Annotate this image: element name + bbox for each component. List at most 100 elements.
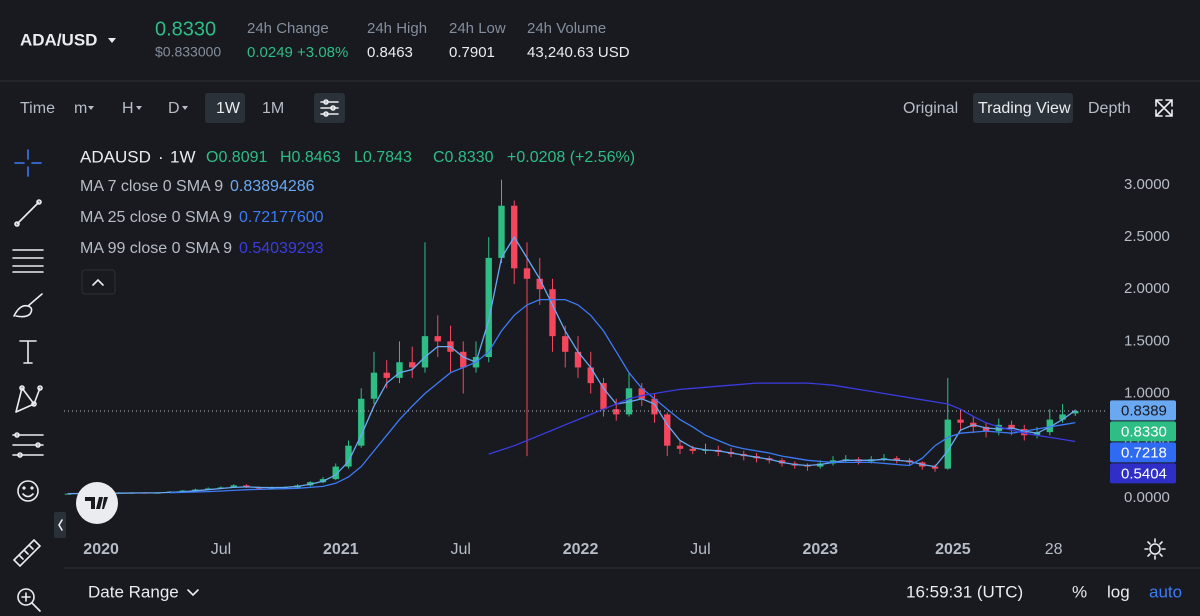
candle-body [549, 289, 556, 337]
candle-body [982, 426, 990, 432]
view-tab[interactable]: Trading View [978, 100, 1071, 117]
stat-value: 0.7901 [449, 44, 495, 61]
x-tick-label: 2021 [323, 541, 359, 558]
candle-body [396, 362, 403, 378]
candle-body [651, 398, 658, 415]
y-tick-label: 3.0000 [1124, 176, 1170, 193]
candle-body [345, 445, 352, 467]
interval-caret [182, 106, 188, 110]
drawing-tools[interactable] [12, 149, 44, 612]
candle-body [64, 493, 72, 495]
candle-body [1059, 414, 1066, 420]
candle-body [409, 362, 416, 368]
x-tick-label: Jul [450, 541, 470, 558]
candle-body [574, 351, 582, 368]
candle-body [358, 398, 365, 446]
candle-body [944, 419, 951, 469]
collapse-tools[interactable] [54, 512, 66, 538]
stat-label: 24h Volume [527, 20, 606, 37]
y-tick-label: 1.5000 [1124, 332, 1170, 349]
scale-option[interactable]: log [1107, 582, 1130, 601]
interval-caret [88, 106, 94, 110]
ohlc-value: C0.8330 [433, 149, 494, 166]
price-tag [1110, 463, 1176, 484]
interval[interactable]: Time [20, 100, 55, 117]
x-tick-label: 28 [1045, 541, 1063, 558]
candle-body [332, 466, 339, 480]
interval[interactable]: m [74, 100, 87, 117]
stat-label: 24h Change [247, 20, 329, 37]
candle-body [689, 448, 696, 451]
view-active [973, 93, 1073, 123]
stat-value: 43,240.63 USD [527, 44, 630, 61]
x-tick-label: 2022 [563, 541, 599, 558]
price-tag-label: 0.8330 [1121, 423, 1167, 440]
symbol: ADAUSD [80, 147, 151, 166]
candle-body [995, 424, 1002, 432]
candle-body [1072, 410, 1079, 414]
interval[interactable]: 1W [216, 100, 241, 117]
settings-icon [320, 99, 339, 117]
pair[interactable]: ADA/USD [20, 30, 97, 49]
x-tick-label: Jul [211, 541, 231, 558]
collapse-arrow [58, 519, 63, 531]
candle-body [230, 485, 237, 488]
candle-body [638, 388, 645, 399]
candle-body [192, 489, 199, 491]
expand-icon[interactable] [1155, 99, 1173, 117]
interval[interactable]: H [122, 100, 134, 117]
legend-toggle-arrow [92, 278, 104, 286]
x-tick-label: 2020 [83, 541, 119, 558]
date-range[interactable]: Date Range [88, 582, 179, 601]
axis-settings[interactable] [1144, 538, 1166, 560]
candle-body [893, 458, 900, 461]
interval[interactable]: 1M [262, 100, 284, 117]
y-tick-label: 0.0000 [1124, 489, 1170, 506]
price-tag-label: 0.7218 [1121, 444, 1167, 461]
candle-body [205, 488, 212, 490]
ohlc-value: L0.7843 [354, 149, 412, 166]
price-tag-label: 0.5404 [1121, 465, 1167, 482]
interval-caret [136, 106, 142, 110]
ma-name: MA 99 close 0 SMA 9 [80, 240, 232, 257]
candle-body [1008, 424, 1015, 430]
interval[interactable]: D [168, 100, 180, 117]
price-tag-label: 0.8389 [1121, 402, 1167, 419]
candle-body [421, 336, 429, 368]
interval-active [205, 93, 245, 123]
candle-body [613, 409, 620, 415]
view-tab[interactable]: Depth [1088, 100, 1131, 117]
view-tab[interactable]: Original [903, 100, 958, 117]
candle-body [931, 466, 939, 469]
candle-body [587, 367, 594, 384]
ma-value: 0.72177600 [239, 209, 324, 226]
scale-option[interactable]: auto [1149, 582, 1182, 601]
candle-body [676, 445, 684, 449]
y-tick-label: 2.5000 [1124, 228, 1170, 245]
stat-label: 24h High [367, 20, 427, 37]
candle-body [1046, 419, 1053, 433]
stat-value: 0.8463 [367, 44, 413, 61]
ma-name: MA 7 close 0 SMA 9 [80, 178, 223, 195]
date-range-caret [187, 589, 199, 597]
scale-option[interactable]: % [1072, 582, 1087, 601]
ohlc-value: +0.0208 (+2.56%) [507, 149, 635, 166]
stat-label: 24h Low [449, 20, 506, 37]
interval: 1W [170, 147, 196, 166]
ohlc-value: O0.8091 [206, 149, 267, 166]
x-tick-label: 2025 [935, 541, 971, 558]
ma-line [169, 298, 1076, 494]
last-price: 0.8330 [155, 18, 216, 40]
candle-body [460, 351, 467, 368]
separator: · [158, 147, 164, 166]
pair-caret[interactable] [108, 38, 116, 43]
legend-toggle[interactable] [81, 269, 116, 295]
stat-value: 0.0249 +3.08% [247, 44, 348, 61]
candle-body [1021, 429, 1028, 436]
price-tag [1110, 442, 1176, 463]
candle-body [485, 257, 492, 358]
tv-logo [76, 482, 118, 524]
ma-value: 0.54039293 [239, 240, 324, 257]
